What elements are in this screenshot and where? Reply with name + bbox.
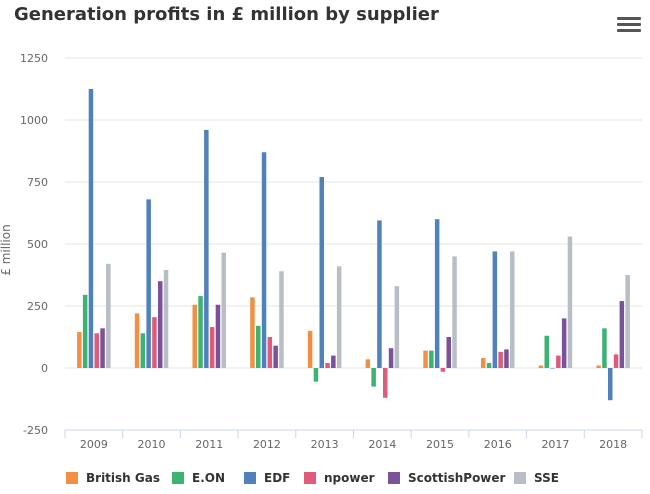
- bar[interactable]: [538, 365, 544, 368]
- x-tick-label: 2018: [599, 438, 627, 451]
- x-tick-label: 2009: [80, 438, 108, 451]
- x-tick-label: 2011: [195, 438, 223, 451]
- hamburger-menu-icon[interactable]: [617, 17, 641, 37]
- bar[interactable]: [613, 354, 619, 368]
- bar[interactable]: [423, 350, 428, 368]
- x-tick-label: 2013: [311, 438, 339, 451]
- bar[interactable]: [504, 349, 509, 368]
- bar[interactable]: [209, 327, 215, 368]
- chart-title: Generation profits in £ million by suppl…: [14, 4, 439, 25]
- x-tick-label: 2012: [253, 438, 281, 451]
- bar[interactable]: [567, 236, 573, 368]
- bar[interactable]: [163, 270, 169, 368]
- bar[interactable]: [331, 355, 336, 368]
- bar[interactable]: [481, 358, 486, 368]
- bar[interactable]: [429, 350, 434, 368]
- bar[interactable]: [267, 337, 273, 368]
- legend-swatch: [66, 472, 78, 484]
- bar[interactable]: [383, 368, 388, 398]
- y-axis-label: £ million: [0, 224, 13, 275]
- bar[interactable]: [394, 286, 400, 368]
- bar[interactable]: [100, 328, 105, 368]
- bar[interactable]: [492, 251, 498, 368]
- legend-swatch: [244, 472, 256, 484]
- legend-swatch: [388, 472, 400, 484]
- bar[interactable]: [602, 328, 607, 368]
- bar[interactable]: [561, 318, 567, 368]
- bar[interactable]: [365, 359, 371, 368]
- bar[interactable]: [510, 251, 515, 368]
- bar[interactable]: [325, 363, 330, 368]
- y-tick-label: 250: [27, 300, 48, 313]
- legend-item[interactable]: npower: [304, 471, 375, 485]
- bar[interactable]: [82, 294, 88, 368]
- bar[interactable]: [608, 368, 613, 401]
- y-tick-label: 1250: [20, 52, 48, 65]
- legend-item[interactable]: SSE: [514, 471, 559, 485]
- bar[interactable]: [498, 351, 503, 368]
- bar[interactable]: [134, 313, 140, 368]
- bar[interactable]: [336, 266, 342, 368]
- legend-item[interactable]: ScottishPower: [388, 471, 505, 485]
- bar[interactable]: [544, 335, 550, 368]
- bar[interactable]: [152, 317, 157, 368]
- bar[interactable]: [556, 355, 561, 368]
- legend-label: British Gas: [86, 471, 160, 485]
- legend-item[interactable]: E.ON: [172, 471, 225, 485]
- bar[interactable]: [319, 177, 325, 368]
- x-tick-label: 2017: [541, 438, 569, 451]
- legend-swatch: [514, 472, 526, 484]
- bar[interactable]: [377, 220, 382, 368]
- legend-item[interactable]: British Gas: [66, 471, 160, 485]
- bar[interactable]: [106, 263, 111, 368]
- bar[interactable]: [77, 332, 82, 368]
- legend-swatch: [172, 472, 184, 484]
- bar[interactable]: [273, 345, 278, 368]
- legend-label: EDF: [264, 471, 291, 485]
- y-tick-label: 1000: [20, 114, 48, 127]
- y-tick-label: -250: [23, 424, 48, 437]
- legend-label: ScottishPower: [408, 471, 506, 485]
- bar[interactable]: [221, 252, 227, 368]
- y-tick-label: 500: [27, 238, 48, 251]
- bar[interactable]: [250, 297, 255, 368]
- bar[interactable]: [452, 256, 457, 368]
- bar[interactable]: [307, 330, 313, 368]
- bar[interactable]: [94, 333, 100, 368]
- bar[interactable]: [596, 365, 601, 368]
- y-tick-label: 750: [27, 176, 48, 189]
- bar[interactable]: [440, 368, 446, 372]
- bar[interactable]: [625, 275, 630, 368]
- bar[interactable]: [486, 363, 492, 368]
- bar[interactable]: [261, 152, 267, 368]
- x-tick-label: 2010: [138, 438, 166, 451]
- bar[interactable]: [158, 281, 163, 368]
- legend-item[interactable]: EDF: [244, 471, 290, 485]
- x-tick-label: 2015: [426, 438, 454, 451]
- bar[interactable]: [388, 348, 394, 368]
- bar[interactable]: [446, 337, 452, 368]
- bar[interactable]: [256, 325, 261, 368]
- bar[interactable]: [371, 368, 376, 387]
- x-tick-label: 2016: [484, 438, 512, 451]
- legend-swatch: [304, 472, 316, 484]
- legend-label: SSE: [534, 471, 559, 485]
- bar[interactable]: [619, 301, 625, 368]
- bar[interactable]: [313, 368, 319, 382]
- bar[interactable]: [550, 368, 555, 369]
- legend-label: npower: [324, 471, 375, 485]
- bar[interactable]: [204, 129, 209, 368]
- bar[interactable]: [198, 296, 203, 368]
- bar[interactable]: [192, 304, 198, 368]
- x-tick-label: 2014: [368, 438, 396, 451]
- bar[interactable]: [434, 219, 440, 368]
- bar[interactable]: [279, 271, 284, 368]
- bar[interactable]: [146, 199, 151, 368]
- bar[interactable]: [140, 333, 146, 368]
- bar[interactable]: [215, 304, 221, 368]
- y-tick-label: 0: [41, 362, 48, 375]
- legend-label: E.ON: [192, 471, 225, 485]
- bar[interactable]: [88, 89, 94, 368]
